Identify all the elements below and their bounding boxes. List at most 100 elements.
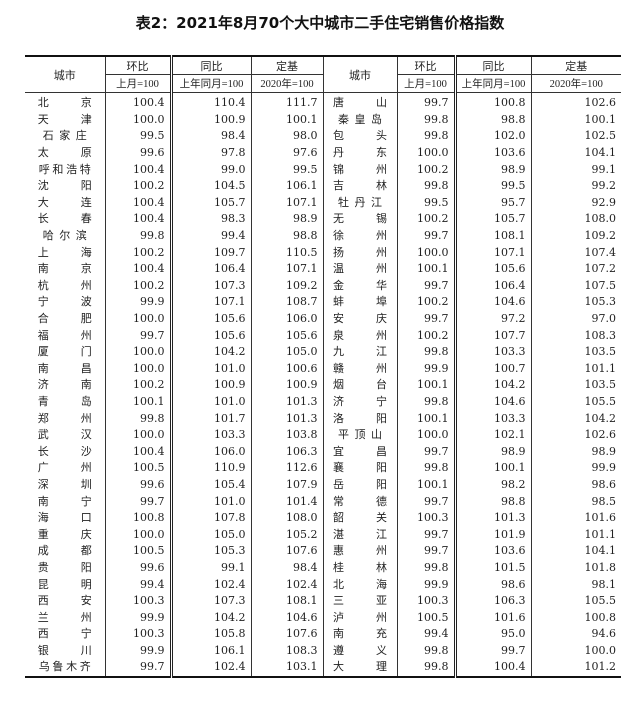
city-name-right: 常德 (322, 493, 397, 510)
yoy-value-right: 103.6 (453, 144, 531, 162)
city-name-right: 惠州 (322, 543, 397, 560)
city-name-right: 北海 (322, 576, 397, 593)
mom-value-left: 100.1 (104, 393, 171, 411)
yoy-value-left: 102.4 (169, 659, 251, 677)
mom-value-right: 100.0 (396, 244, 455, 261)
table-row: 厦门 100.0 104.2 105.0 九江 99.8 103.3 103.5 (25, 343, 621, 361)
table-row: 南京 100.4 106.4 107.1 温州 100.1 105.6 107.2 (25, 260, 621, 278)
fixed-value-right: 103.5 (530, 343, 621, 361)
fixed-value-right: 102.6 (530, 426, 621, 444)
mom-value-left: 100.2 (104, 277, 171, 295)
fixed-value-left: 105.0 (250, 343, 323, 361)
mom-value-right: 99.9 (396, 576, 455, 593)
mom-value-right: 99.8 (396, 460, 455, 477)
fixed-value-right: 101.1 (530, 526, 621, 544)
city-name-right: 金华 (322, 277, 397, 295)
city-label: 桂林 (333, 560, 387, 574)
mom-value-right: 100.1 (396, 260, 455, 278)
fixed-value-left: 108.7 (250, 294, 323, 311)
mom-value-right: 99.4 (396, 626, 455, 643)
mom-value-right: 100.0 (396, 144, 455, 162)
city-label: 韶关 (333, 511, 387, 525)
city-label: 锦州 (333, 162, 387, 176)
mom-value-left: 99.8 (104, 410, 171, 427)
city-label: 丹东 (333, 146, 387, 160)
mom-value-left: 100.0 (104, 310, 171, 328)
header-mom-base-right: 上月=100 (396, 74, 455, 93)
mom-value-left: 99.4 (104, 576, 171, 593)
yoy-value-right: 99.5 (453, 177, 531, 195)
yoy-value-left: 98.3 (169, 211, 251, 228)
fixed-value-left: 107.1 (250, 194, 323, 212)
city-name-right: 温州 (322, 260, 397, 278)
table-row: 太原 99.6 97.8 97.6 丹东 100.0 103.6 104.1 (25, 144, 621, 162)
fixed-value-left: 108.1 (250, 592, 323, 610)
fixed-value-right: 99.2 (530, 177, 621, 195)
mom-value-left: 100.4 (104, 260, 171, 278)
city-label: 太原 (37, 146, 92, 160)
city-name-left: 长沙 (25, 443, 105, 460)
yoy-value-left: 104.2 (169, 609, 251, 626)
table-row: 郑州 99.8 101.7 101.3 洛阳 100.1 103.3 104.2 (25, 410, 621, 427)
city-label: 海口 (37, 511, 92, 525)
mom-value-left: 100.0 (104, 360, 171, 378)
yoy-value-right: 105.6 (453, 260, 531, 278)
fixed-value-left: 108.0 (250, 509, 323, 527)
table-row: 海口 100.8 107.8 108.0 韶关 100.3 101.3 101.6 (25, 509, 621, 527)
city-label: 无锡 (333, 212, 387, 226)
fixed-value-left: 98.9 (250, 211, 323, 228)
table-row: 长春 100.4 98.3 98.9 无锡 100.2 105.7 108.0 (25, 211, 621, 228)
mom-value-left: 100.0 (104, 526, 171, 544)
table-row: 青岛 100.1 101.0 101.3 济宁 99.8 104.6 105.5 (25, 393, 621, 411)
city-name-left: 杭州 (25, 278, 105, 295)
mom-value-right: 100.2 (396, 327, 455, 344)
yoy-value-left: 101.0 (169, 493, 251, 510)
fixed-value-right: 98.9 (530, 443, 621, 461)
city-label: 牡丹江 (338, 195, 382, 209)
fixed-value-right: 98.5 (530, 493, 621, 510)
table-row: 呼和浩特 100.4 99.0 99.5 锦州 100.2 98.9 99.1 (25, 161, 621, 178)
yoy-value-left: 104.2 (169, 343, 251, 361)
fixed-value-left: 111.7 (250, 92, 323, 112)
city-label: 赣州 (333, 361, 387, 375)
yoy-value-left: 106.4 (169, 260, 251, 278)
city-label: 徐州 (333, 229, 387, 243)
yoy-value-right: 107.7 (453, 327, 531, 344)
city-label: 青岛 (37, 394, 92, 408)
city-name-right: 烟台 (322, 377, 397, 394)
city-name-left: 南京 (25, 261, 105, 278)
mom-value-left: 100.0 (104, 426, 171, 444)
fixed-value-left: 100.9 (250, 377, 323, 394)
city-label: 烟台 (333, 378, 387, 392)
yoy-value-right: 98.8 (453, 111, 531, 129)
fixed-value-right: 104.2 (530, 410, 621, 427)
yoy-value-right: 98.2 (453, 476, 531, 494)
fixed-value-left: 101.3 (250, 410, 323, 427)
yoy-value-left: 107.1 (169, 294, 251, 311)
city-label: 惠州 (333, 544, 387, 558)
mom-value-right: 99.7 (396, 277, 455, 295)
yoy-value-left: 105.7 (169, 194, 251, 212)
header-fixed-left: 定基 (250, 56, 323, 75)
yoy-value-right: 97.2 (453, 310, 531, 328)
yoy-value-right: 102.0 (453, 128, 531, 145)
fixed-value-right: 102.6 (530, 92, 621, 112)
table-row: 西安 100.3 107.3 108.1 三亚 100.3 106.3 105.5 (25, 592, 621, 610)
mom-value-left: 100.8 (104, 509, 171, 527)
city-label: 南宁 (37, 494, 92, 508)
mom-value-left: 100.5 (104, 460, 171, 477)
mom-value-left: 100.3 (104, 592, 171, 610)
mom-value-right: 99.8 (396, 128, 455, 145)
fixed-value-left: 98.0 (250, 128, 323, 145)
city-label: 石家庄 (42, 129, 87, 143)
mom-value-left: 99.6 (104, 476, 171, 494)
fixed-value-left: 105.6 (250, 327, 323, 344)
city-label: 武汉 (37, 428, 92, 442)
yoy-value-left: 102.4 (169, 576, 251, 593)
mom-value-right: 100.2 (396, 294, 455, 311)
yoy-value-left: 107.3 (169, 277, 251, 295)
mom-value-right: 99.7 (396, 526, 455, 544)
yoy-value-right: 101.6 (453, 609, 531, 626)
mom-value-left: 99.7 (104, 493, 171, 510)
header-city-right: 城市 (322, 56, 397, 93)
